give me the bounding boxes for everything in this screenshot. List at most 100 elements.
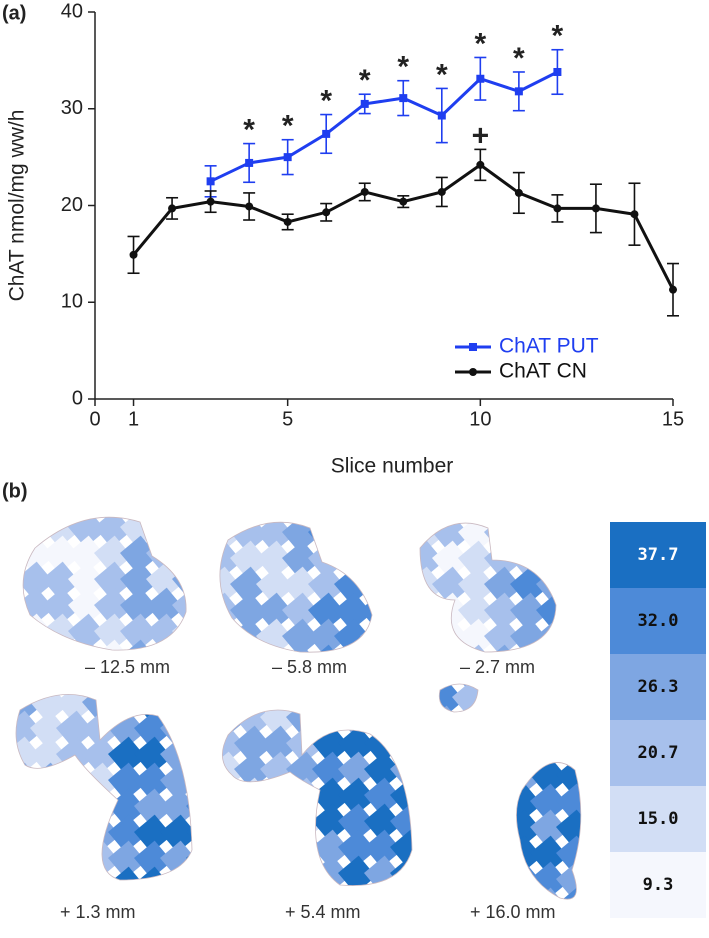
tile	[159, 710, 192, 749]
tile	[386, 593, 424, 631]
tile	[255, 540, 295, 579]
tile	[229, 522, 269, 527]
tile	[556, 684, 581, 692]
tile	[159, 814, 192, 853]
tile	[198, 666, 236, 704]
tile	[182, 700, 220, 738]
point	[553, 67, 562, 76]
colorbar-label: 26.3	[638, 677, 679, 697]
slice-outline	[219, 521, 373, 653]
tile	[29, 866, 69, 880]
tile	[120, 561, 159, 600]
tile	[337, 829, 377, 868]
point	[553, 204, 562, 213]
tile	[536, 566, 556, 605]
colorbar-cell	[610, 588, 706, 654]
tile	[208, 648, 246, 686]
tile	[229, 566, 269, 605]
colorbar-cell	[610, 852, 706, 918]
tile	[107, 736, 147, 775]
tile	[442, 778, 480, 816]
tile	[556, 731, 581, 770]
series-line	[209, 70, 559, 183]
tile	[556, 887, 581, 900]
tile	[234, 803, 273, 842]
tile	[56, 866, 95, 880]
tile	[256, 592, 295, 631]
tile	[212, 867, 250, 905]
tile	[400, 732, 438, 770]
tile	[198, 614, 236, 652]
tile	[94, 587, 133, 626]
point	[129, 250, 138, 259]
tile	[29, 788, 69, 827]
tile	[182, 726, 220, 764]
tile	[400, 654, 438, 692]
tile	[23, 561, 55, 600]
slice-outline	[15, 694, 193, 881]
significance-mark: *	[513, 42, 525, 75]
tile	[390, 855, 412, 886]
tile	[185, 736, 192, 775]
significance-mark: *	[243, 114, 255, 147]
tile	[281, 618, 321, 653]
x-tick-label: 15	[662, 408, 684, 430]
tile	[29, 814, 69, 853]
tile	[178, 489, 216, 527]
significance-mark: *	[320, 84, 332, 117]
tile	[198, 484, 236, 522]
tile	[16, 788, 17, 827]
slice-outline	[222, 709, 413, 886]
significance-mark: *	[436, 58, 448, 91]
tile	[457, 566, 497, 605]
tile	[160, 840, 192, 879]
tile	[282, 540, 321, 579]
tile	[380, 541, 418, 579]
tile	[334, 618, 372, 653]
slice-label: + 5.4 mm	[285, 902, 361, 922]
tile	[420, 644, 445, 652]
tile	[160, 694, 192, 723]
tile	[146, 458, 184, 496]
tile	[160, 866, 192, 880]
tile	[562, 567, 600, 605]
tile	[390, 751, 412, 790]
tile	[364, 803, 403, 842]
tile	[439, 783, 465, 822]
tile	[307, 592, 347, 631]
tile	[146, 517, 185, 548]
tile	[555, 684, 581, 718]
tile	[182, 882, 220, 920]
tile	[442, 804, 480, 842]
y-tick-label: 10	[61, 291, 83, 313]
slice-label: – 12.5 mm	[85, 657, 170, 677]
slice-label: – 5.8 mm	[272, 657, 347, 677]
tile	[484, 618, 523, 652]
tile	[285, 710, 325, 738]
tile	[400, 628, 438, 666]
tile	[282, 592, 321, 631]
tile	[219, 566, 243, 605]
point	[360, 99, 369, 108]
point	[399, 197, 408, 206]
tile	[81, 736, 121, 775]
brain-slice	[16, 694, 250, 905]
tile	[16, 788, 43, 827]
tile	[380, 619, 418, 657]
point	[476, 74, 485, 83]
significance-mark: *	[474, 27, 486, 60]
tile	[94, 613, 133, 651]
tile	[68, 458, 106, 496]
tile	[222, 725, 247, 764]
tile	[530, 684, 569, 692]
tile	[171, 587, 187, 626]
tile	[182, 856, 220, 894]
tile	[234, 777, 273, 816]
tile	[338, 710, 377, 712]
tile	[94, 458, 132, 496]
tile	[363, 855, 403, 886]
tile	[171, 613, 187, 651]
tile	[42, 517, 81, 522]
tile	[439, 887, 465, 900]
tile	[337, 803, 377, 842]
